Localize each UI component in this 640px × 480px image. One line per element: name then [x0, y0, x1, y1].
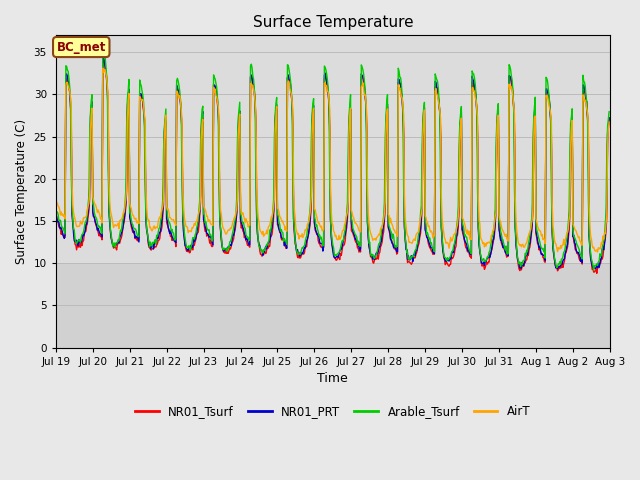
NR01_Tsurf — [605, 115, 613, 120]
Arable_Tsurf — [99, 46, 107, 52]
NR01_PRT — [176, 93, 184, 98]
NR01_Tsurf — [62, 75, 70, 81]
NR01_PRT — [401, 224, 408, 230]
NR01_PRT — [62, 73, 70, 79]
AirT — [52, 194, 60, 200]
Line: NR01_PRT: NR01_PRT — [56, 57, 609, 269]
Arable_Tsurf — [605, 109, 613, 115]
AirT — [62, 82, 70, 88]
Bar — [56, 263, 610, 348]
Text: BC_met: BC_met — [56, 40, 106, 54]
Arable_Tsurf — [401, 219, 408, 225]
NR01_Tsurf — [401, 221, 408, 227]
AirT — [176, 93, 184, 98]
NR01_PRT — [417, 226, 424, 231]
NR01_PRT — [205, 234, 213, 240]
Line: Arable_Tsurf: Arable_Tsurf — [56, 49, 609, 270]
AirT — [99, 65, 107, 71]
Arable_Tsurf — [205, 227, 213, 232]
AirT — [401, 192, 408, 198]
AirT — [594, 249, 602, 255]
Line: AirT: AirT — [56, 68, 609, 252]
Legend: NR01_Tsurf, NR01_PRT, Arable_Tsurf, AirT: NR01_Tsurf, NR01_PRT, Arable_Tsurf, AirT — [131, 400, 535, 423]
Y-axis label: Surface Temperature (C): Surface Temperature (C) — [15, 119, 28, 264]
NR01_Tsurf — [176, 96, 184, 101]
NR01_Tsurf — [120, 221, 127, 227]
NR01_PRT — [100, 54, 108, 60]
NR01_Tsurf — [205, 236, 213, 241]
AirT — [417, 215, 424, 220]
Arable_Tsurf — [176, 88, 184, 94]
AirT — [605, 119, 613, 125]
NR01_PRT — [554, 266, 561, 272]
Title: Surface Temperature: Surface Temperature — [253, 15, 413, 30]
NR01_Tsurf — [417, 230, 424, 236]
AirT — [205, 217, 213, 223]
Arable_Tsurf — [120, 213, 127, 218]
NR01_Tsurf — [52, 208, 60, 214]
NR01_PRT — [605, 115, 613, 121]
NR01_PRT — [120, 220, 127, 226]
NR01_Tsurf — [593, 270, 600, 276]
Arable_Tsurf — [52, 207, 60, 213]
Arable_Tsurf — [62, 63, 70, 69]
X-axis label: Time: Time — [317, 372, 348, 385]
Arable_Tsurf — [417, 210, 424, 216]
AirT — [120, 209, 127, 215]
Line: NR01_Tsurf: NR01_Tsurf — [56, 60, 609, 273]
NR01_Tsurf — [100, 58, 108, 63]
Arable_Tsurf — [590, 267, 598, 273]
NR01_PRT — [52, 212, 60, 218]
